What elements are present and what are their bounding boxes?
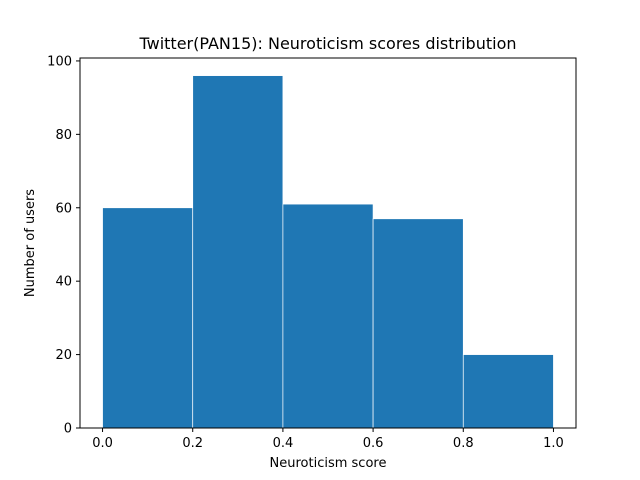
x-tick-label-1: 0.2 [182,436,203,451]
x-tick-label-2: 0.4 [273,436,294,451]
x-axis-ticks: 0.0 0.2 0.4 0.6 0.8 1.0 [92,428,564,451]
histogram-bar-2 [282,203,374,429]
histogram-bar-1 [192,75,284,429]
y-tick-label-5: 100 [47,54,72,69]
y-tick-label-2: 40 [55,275,72,290]
bars-group [102,75,554,429]
y-axis-ticks: 0 20 40 60 80 100 [47,54,80,437]
histogram-bar-3 [372,218,464,429]
y-tick-label-1: 20 [55,348,72,363]
plot-frame [79,57,577,429]
x-axis-label: Neuroticism score [270,456,387,471]
x-tick-label-4: 0.8 [453,436,474,451]
x-tick-label-3: 0.6 [363,436,384,451]
chart-title: Twitter(PAN15): Neuroticism scores distr… [138,34,516,53]
x-tick-label-5: 1.0 [543,436,564,451]
y-tick-label-0: 0 [64,422,72,437]
y-tick-label-4: 80 [55,128,72,143]
histogram-bar-4 [462,354,554,429]
histogram-bar-0 [102,207,194,429]
y-tick-label-3: 60 [55,201,72,216]
y-axis-label: Number of users [23,189,38,297]
x-tick-label-0: 0.0 [92,436,113,451]
